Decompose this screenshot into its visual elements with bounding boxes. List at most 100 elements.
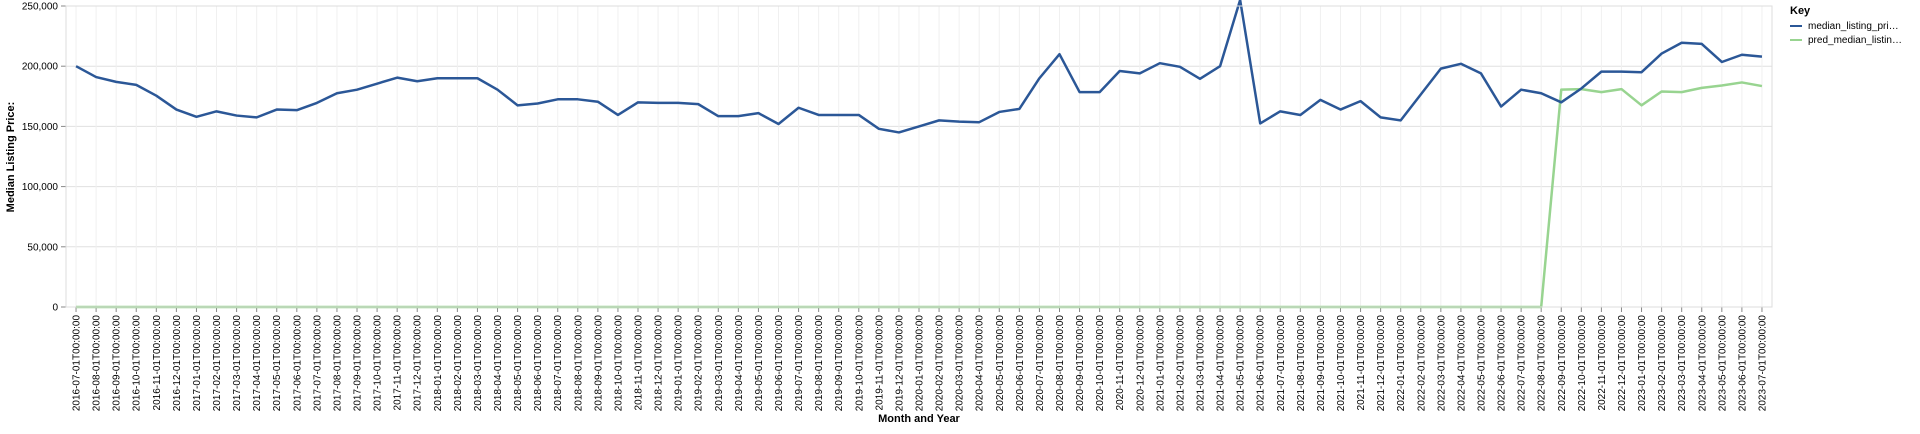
x-tick-label: 2019-07-01T00:00:00: [794, 315, 805, 412]
x-tick-label: 2020-03-01T00:00:00: [955, 315, 966, 412]
legend-title: Key: [1790, 5, 1811, 17]
x-tick-label: 2023-03-01T00:00:00: [1677, 315, 1688, 412]
x-tick-label: 2018-02-01T00:00:00: [453, 315, 464, 412]
x-tick-label: 2021-07-01T00:00:00: [1276, 315, 1287, 412]
x-tick-label: 2023-06-01T00:00:00: [1737, 315, 1748, 412]
x-tick-label: 2018-11-01T00:00:00: [634, 315, 645, 411]
x-tick-label: 2020-05-01T00:00:00: [995, 315, 1006, 412]
x-tick-label: 2017-06-01T00:00:00: [292, 315, 303, 412]
x-tick-label: 2018-04-01T00:00:00: [493, 315, 504, 412]
x-tick-label: 2022-07-01T00:00:00: [1517, 315, 1528, 412]
x-tick-label: 2021-01-01T00:00:00: [1155, 315, 1166, 412]
x-tick-label: 2018-07-01T00:00:00: [553, 315, 564, 412]
x-tick-label: 2022-09-01T00:00:00: [1557, 315, 1568, 412]
x-tick-label: 2021-03-01T00:00:00: [1195, 315, 1206, 412]
x-tick-label: 2019-11-01T00:00:00: [874, 315, 885, 411]
x-tick-label: 2016-12-01T00:00:00: [172, 315, 183, 412]
y-tick-label: 200,000: [22, 62, 59, 73]
x-tick-label: 2017-01-01T00:00:00: [192, 315, 203, 412]
x-tick-label: 2023-07-01T00:00:00: [1757, 315, 1768, 412]
legend-entry-median: median_listing_pri…: [1808, 21, 1899, 32]
x-tick-label: 2019-12-01T00:00:00: [894, 315, 905, 412]
x-tick-label: 2019-06-01T00:00:00: [774, 315, 785, 412]
x-tick-label: 2023-01-01T00:00:00: [1637, 315, 1648, 412]
plot-frame: [65, 5, 1773, 308]
x-tick-label: 2018-03-01T00:00:00: [473, 315, 484, 412]
x-tick-label: 2021-06-01T00:00:00: [1256, 315, 1267, 412]
x-tick-label: 2020-02-01T00:00:00: [935, 315, 946, 412]
x-tick-label: 2019-04-01T00:00:00: [734, 315, 745, 412]
x-tick-label: 2018-08-01T00:00:00: [573, 315, 584, 412]
x-axis: 2016-07-01T00:00:00 2016-08-01T00:00:00 20…: [72, 307, 1768, 412]
x-tick-label: 2022-03-01T00:00:00: [1436, 315, 1447, 412]
x-tick-label: 2019-08-01T00:00:00: [814, 315, 825, 412]
x-tick-label: 2021-11-01T00:00:00: [1356, 315, 1367, 411]
x-axis-title: Month and Year: [878, 413, 960, 425]
legend: Key median_listing_pri… pred_median_list…: [1790, 5, 1902, 46]
x-tick-label: 2023-05-01T00:00:00: [1717, 315, 1728, 412]
gridlines: [66, 5, 1772, 308]
y-tick-label: 100,000: [22, 182, 59, 193]
x-tick-label: 2020-11-01T00:00:00: [1115, 315, 1126, 411]
x-tick-label: 2018-05-01T00:00:00: [513, 315, 524, 412]
x-tick-label: 2018-06-01T00:00:00: [533, 315, 544, 412]
x-tick-label: 2019-02-01T00:00:00: [694, 315, 705, 412]
x-tick-label: 2020-08-01T00:00:00: [1055, 315, 1066, 412]
x-tick-label: 2018-12-01T00:00:00: [654, 315, 665, 412]
y-tick-label: 150,000: [22, 122, 59, 133]
series-line-median-listing-price: [75, 0, 1763, 134]
x-tick-label: 2020-07-01T00:00:00: [1035, 315, 1046, 412]
x-tick-label: 2017-05-01T00:00:00: [272, 315, 283, 412]
x-tick-label: 2020-12-01T00:00:00: [1135, 315, 1146, 412]
y-tick-label: 0: [52, 303, 58, 314]
x-tick-label: 2018-01-01T00:00:00: [433, 315, 444, 412]
x-tick-label: 2016-09-01T00:00:00: [112, 315, 123, 412]
x-tick-label: 2017-02-01T00:00:00: [212, 315, 223, 412]
x-tick-label: 2016-11-01T00:00:00: [152, 315, 163, 411]
x-tick-label: 2021-02-01T00:00:00: [1175, 315, 1186, 412]
x-tick-label: 2023-02-01T00:00:00: [1657, 315, 1668, 412]
x-tick-label: 2022-06-01T00:00:00: [1497, 315, 1508, 412]
x-tick-label: 2023-04-01T00:00:00: [1697, 315, 1708, 412]
x-tick-label: 2022-12-01T00:00:00: [1617, 315, 1628, 412]
x-tick-label: 2016-10-01T00:00:00: [132, 315, 143, 412]
x-tick-label: 2022-11-01T00:00:00: [1597, 315, 1608, 411]
x-tick-label: 2019-03-01T00:00:00: [714, 315, 725, 412]
x-tick-label: 2022-01-01T00:00:00: [1396, 315, 1407, 412]
x-tick-label: 2016-07-01T00:00:00: [72, 315, 83, 412]
x-tick-label: 2021-04-01T00:00:00: [1216, 315, 1227, 412]
x-tick-label: 2019-05-01T00:00:00: [754, 315, 765, 412]
y-axis-title: Median Listing Price:: [5, 102, 17, 213]
x-tick-label: 2020-09-01T00:00:00: [1075, 315, 1086, 412]
x-tick-label: 2022-02-01T00:00:00: [1416, 315, 1427, 412]
y-axis: 0 50,000 100,000 150,000 200,000 250,000: [22, 2, 66, 314]
x-tick-label: 2019-01-01T00:00:00: [674, 315, 685, 412]
x-tick-label: 2017-11-01T00:00:00: [393, 315, 404, 411]
y-tick-label: 250,000: [22, 2, 59, 13]
x-tick-label: 2021-05-01T00:00:00: [1236, 315, 1247, 412]
x-tick-label: 2017-12-01T00:00:00: [413, 315, 424, 412]
x-tick-label: 2017-10-01T00:00:00: [373, 315, 384, 412]
x-tick-label: 2021-10-01T00:00:00: [1336, 315, 1347, 412]
x-tick-label: 2022-08-01T00:00:00: [1537, 315, 1548, 412]
x-tick-label: 2019-09-01T00:00:00: [834, 315, 845, 412]
x-tick-label: 2017-09-01T00:00:00: [353, 315, 364, 412]
x-tick-label: 2018-10-01T00:00:00: [613, 315, 624, 412]
x-tick-label: 2022-05-01T00:00:00: [1476, 315, 1487, 412]
x-tick-label: 2021-12-01T00:00:00: [1376, 315, 1387, 412]
legend-entry-pred: pred_median_listin…: [1808, 35, 1902, 46]
x-tick-label: 2017-03-01T00:00:00: [232, 315, 243, 412]
x-tick-label: 2017-08-01T00:00:00: [332, 315, 343, 412]
x-tick-label: 2021-09-01T00:00:00: [1316, 315, 1327, 412]
x-tick-label: 2020-01-01T00:00:00: [915, 315, 926, 412]
x-tick-label: 2020-06-01T00:00:00: [1015, 315, 1026, 412]
x-tick-label: 2022-04-01T00:00:00: [1456, 315, 1467, 412]
x-tick-label: 2020-10-01T00:00:00: [1095, 315, 1106, 412]
x-tick-label: 2018-09-01T00:00:00: [593, 315, 604, 412]
x-tick-label: 2021-08-01T00:00:00: [1296, 315, 1307, 412]
y-tick-label: 50,000: [27, 242, 58, 253]
x-tick-label: 2017-04-01T00:00:00: [252, 315, 263, 412]
x-tick-label: 2017-07-01T00:00:00: [312, 315, 323, 412]
x-tick-label: 2022-10-01T00:00:00: [1577, 315, 1588, 412]
